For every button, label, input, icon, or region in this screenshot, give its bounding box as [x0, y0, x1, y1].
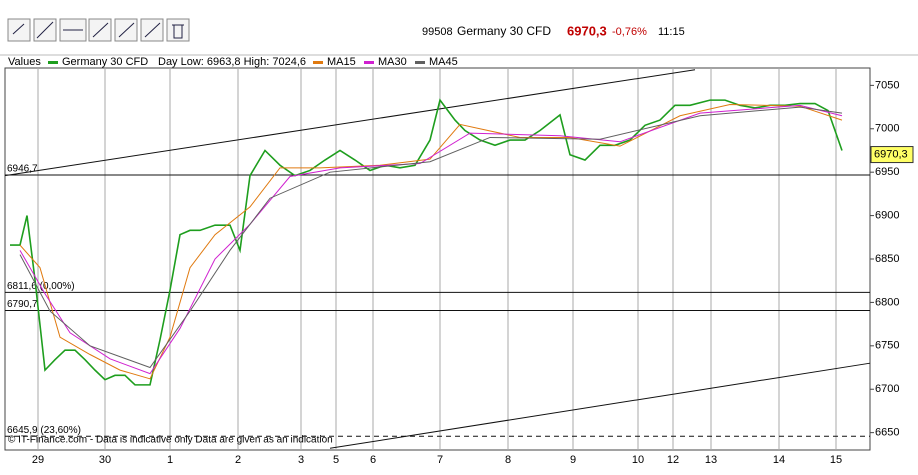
x-tick-label: 13 — [705, 454, 717, 466]
y-tick-label: 7050 — [875, 79, 899, 91]
code: 99508 — [422, 26, 453, 38]
legend-label: MA30 — [378, 56, 407, 68]
series-line — [19, 106, 843, 369]
trendline — [329, 362, 871, 449]
plot-area — [4, 67, 871, 451]
x-tick-label: 15 — [830, 454, 842, 466]
day-range: Day Low: 6963,8 High: 7024,6 — [158, 56, 306, 68]
x-tick-label: 8 — [505, 454, 511, 466]
legend-swatch — [415, 61, 425, 64]
zoom-button[interactable] — [7, 18, 31, 42]
toolbar — [7, 18, 190, 42]
change: -0,76% — [612, 26, 647, 38]
legend-label: Germany 30 CFD — [62, 56, 148, 68]
y-tick-label: 6950 — [875, 166, 899, 178]
x-tick-label: 1 — [167, 454, 173, 466]
x-tick-label: 5 — [333, 454, 339, 466]
x-tick-label: 3 — [298, 454, 304, 466]
price: 6970,3 — [567, 23, 607, 38]
x-tick-label: 9 — [570, 454, 576, 466]
y-tick-label: 7000 — [875, 123, 899, 135]
legend-swatch — [313, 61, 323, 64]
last-price-label: 6970,3 — [874, 148, 908, 160]
x-tick-label: 29 — [32, 454, 44, 466]
legend-title: Values — [8, 56, 41, 68]
x-tick-label: 7 — [437, 454, 443, 466]
legend-label: MA45 — [429, 56, 458, 68]
tool-icons — [12, 21, 184, 39]
y-tick-label: 6850 — [875, 253, 899, 265]
level-label: 6645,9 (23,60%) — [7, 425, 81, 436]
x-tick-label: 30 — [99, 454, 111, 466]
level-label: 6946,7 — [7, 164, 38, 175]
x-tick-label: 12 — [667, 454, 679, 466]
series-line — [19, 104, 843, 375]
y-tick-label: 6650 — [875, 427, 899, 439]
trendline — [4, 69, 696, 177]
y-tick-label: 6800 — [875, 296, 899, 308]
y-tick-label: 6700 — [875, 383, 899, 395]
footer: © IT-Finance.com - Data is indicative on… — [8, 435, 333, 446]
legend-label: MA15 — [327, 56, 356, 68]
instrument: Germany 30 CFD — [457, 24, 551, 38]
y-tick-label: 6750 — [875, 340, 899, 352]
level-label: 6790,7 — [7, 299, 38, 310]
x-tick-label: 6 — [370, 454, 376, 466]
last-price-box — [870, 146, 914, 164]
y-tick-label: 6900 — [875, 209, 899, 221]
legend-swatch — [48, 61, 58, 64]
x-tick-label: 14 — [773, 454, 785, 466]
x-tick-label: 2 — [235, 454, 241, 466]
time: 11:15 — [658, 26, 685, 38]
legend-swatch — [364, 61, 374, 64]
x-tick-label: 10 — [632, 454, 644, 466]
